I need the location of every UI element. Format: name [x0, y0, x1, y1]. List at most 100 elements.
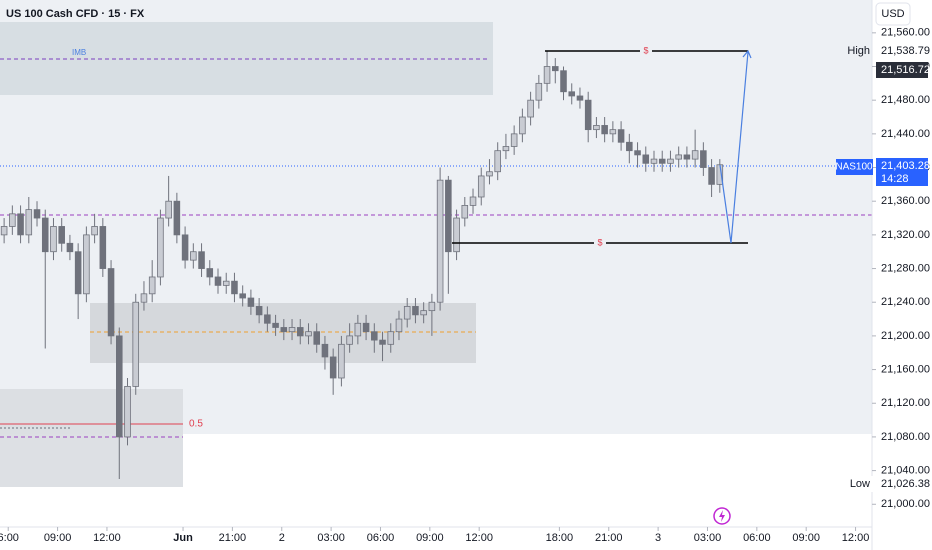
candle-body — [642, 154, 650, 164]
x-tick-label: 09:00 — [44, 532, 72, 544]
candle-body — [198, 251, 205, 269]
label-bg — [851, 476, 876, 492]
candle-body — [165, 200, 172, 219]
x-tick-label: 6:00 — [0, 532, 19, 544]
candle-body — [395, 318, 403, 333]
candle-body — [231, 280, 238, 295]
alert-icon-bolt[interactable] — [719, 510, 725, 522]
candle-body — [691, 150, 699, 160]
x-tick-label: 06:00 — [743, 532, 771, 544]
candle-body — [50, 226, 57, 253]
candle-body — [428, 301, 436, 312]
price-axis — [872, 0, 932, 550]
candle-body — [675, 154, 682, 160]
candle-body — [477, 175, 485, 198]
y-tick-label: 21,440.00 — [881, 128, 930, 140]
candle-body — [543, 66, 551, 84]
y-tick-label: 21,160.00 — [881, 363, 930, 375]
x-tick-label: 18:00 — [546, 532, 574, 544]
y-tick-label: 21,320.00 — [881, 229, 930, 241]
candle-body — [453, 217, 460, 253]
label-bg — [876, 476, 928, 492]
annotation: 0.5 — [189, 419, 203, 430]
x-tick-label: 12:00 — [465, 532, 493, 544]
candle-body — [17, 213, 24, 236]
candle-body — [552, 66, 559, 72]
annotation: $ — [643, 45, 648, 55]
candle-body — [74, 251, 82, 295]
y-tick-label: 21,240.00 — [881, 296, 930, 308]
time-axis — [0, 527, 872, 550]
candle-body — [0, 226, 8, 236]
candle-body — [206, 268, 214, 278]
candle-body — [634, 150, 641, 156]
y-tick-label: 21,200.00 — [881, 330, 930, 342]
candle-body — [99, 226, 107, 269]
x-tick-label: 03:00 — [694, 532, 722, 544]
candle-body — [338, 343, 345, 379]
candle-body — [255, 306, 263, 316]
candle-body — [387, 331, 395, 345]
x-tick-label: Jun — [173, 532, 193, 544]
x-tick-label: 21:00 — [595, 532, 623, 544]
candle-body — [371, 331, 378, 341]
price-badge — [876, 158, 928, 186]
candle-body — [41, 217, 49, 253]
candle-body — [239, 293, 246, 299]
candle-body — [535, 82, 543, 101]
candle-body — [436, 179, 444, 303]
candle-body — [66, 242, 74, 253]
label-bg — [640, 45, 652, 57]
candle-body — [510, 133, 518, 147]
candle-body — [9, 213, 16, 227]
y-tick-label: 21,120.00 — [881, 397, 930, 409]
candle-body — [593, 125, 600, 131]
y-tick-label: 21,040.00 — [881, 465, 930, 477]
candle-body — [445, 179, 452, 253]
candle-body — [379, 339, 386, 345]
candle-body — [354, 322, 362, 337]
candle-body — [148, 276, 156, 295]
y-ticks: 21,000.00 21,040.00 21,080.00 21,120.00 21,1… — [872, 27, 930, 510]
y-tick-label: 21,000.00 — [881, 498, 930, 510]
x-tick-label: 3 — [655, 532, 661, 544]
annotation: IMB — [72, 48, 86, 57]
prev-price: 21,516.72 — [881, 64, 930, 76]
candle-body — [362, 322, 370, 333]
candle-body — [420, 310, 427, 316]
high-label: High — [847, 45, 870, 57]
candles — [0, 50, 724, 480]
candle-body — [568, 91, 576, 97]
candle-body — [601, 125, 608, 135]
candle-body — [91, 226, 98, 236]
candle-body — [25, 209, 33, 236]
candle-body — [264, 314, 271, 324]
high-value: 21,538.79 — [881, 45, 930, 57]
candle-body — [626, 141, 633, 152]
candle-body — [716, 164, 724, 185]
candle-body — [667, 158, 674, 164]
candle-body — [222, 280, 230, 286]
x-tick-label: 03:00 — [317, 532, 345, 544]
x-tick-label: 09:00 — [416, 532, 444, 544]
currency-button[interactable] — [875, 2, 911, 26]
candle-body — [560, 70, 567, 93]
candle-body — [346, 335, 353, 345]
annotation: $ — [597, 237, 602, 247]
candle-body — [486, 171, 493, 177]
countdown: 14:28 — [881, 173, 909, 185]
y-tick-label: 21,480.00 — [881, 94, 930, 106]
candle-body — [650, 158, 658, 164]
candle-body — [214, 276, 222, 286]
currency[interactable]: USD — [881, 8, 904, 20]
candle-body — [329, 356, 337, 379]
candle-body — [403, 306, 411, 320]
symbol: NAS100 — [835, 162, 873, 173]
zone — [0, 389, 183, 487]
symbol-badge — [836, 159, 873, 175]
candle-body — [190, 251, 197, 261]
candle-body — [576, 95, 584, 101]
candle-body — [617, 129, 625, 143]
candle-body — [305, 331, 312, 337]
